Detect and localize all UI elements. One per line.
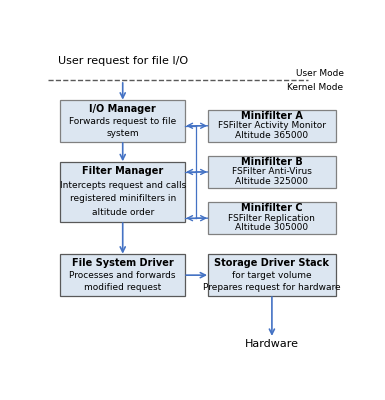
Text: Hardware: Hardware: [245, 339, 299, 349]
FancyBboxPatch shape: [208, 156, 336, 188]
Text: altitude order: altitude order: [92, 208, 154, 218]
Text: FSFilter Anti-Virus: FSFilter Anti-Virus: [232, 168, 312, 176]
FancyBboxPatch shape: [208, 254, 336, 296]
Text: Minifilter B: Minifilter B: [241, 157, 303, 167]
Text: Altitude 325000: Altitude 325000: [235, 177, 308, 186]
Text: Minifilter A: Minifilter A: [241, 111, 303, 121]
Text: Kernel Mode: Kernel Mode: [287, 83, 343, 92]
FancyBboxPatch shape: [60, 162, 186, 222]
Text: Storage Driver Stack: Storage Driver Stack: [214, 258, 330, 268]
Text: FSFilter Activity Monitor: FSFilter Activity Monitor: [218, 121, 326, 130]
FancyBboxPatch shape: [208, 202, 336, 234]
Text: Altitude 365000: Altitude 365000: [235, 131, 308, 140]
Text: I/O Manager: I/O Manager: [89, 104, 156, 114]
Text: system: system: [106, 129, 139, 138]
Text: Filter Manager: Filter Manager: [82, 166, 163, 176]
Text: Intercepts request and calls: Intercepts request and calls: [60, 180, 186, 190]
FancyBboxPatch shape: [60, 100, 186, 142]
Text: File System Driver: File System Driver: [72, 258, 174, 268]
Text: Minifilter C: Minifilter C: [241, 203, 303, 213]
Text: registered minifilters in: registered minifilters in: [70, 194, 176, 204]
Text: modified request: modified request: [84, 283, 161, 292]
Text: Forwards request to file: Forwards request to file: [69, 117, 176, 126]
Text: for target volume: for target volume: [232, 271, 312, 280]
Text: Processes and forwards: Processes and forwards: [69, 271, 176, 280]
Text: User Mode: User Mode: [296, 69, 343, 78]
FancyBboxPatch shape: [60, 254, 186, 296]
FancyBboxPatch shape: [208, 110, 336, 142]
Text: User request for file I/O: User request for file I/O: [58, 56, 188, 66]
Text: FSFilter Replication: FSFilter Replication: [228, 214, 315, 223]
Text: Altitude 305000: Altitude 305000: [235, 224, 308, 232]
Text: Prepares request for hardware: Prepares request for hardware: [203, 283, 341, 292]
